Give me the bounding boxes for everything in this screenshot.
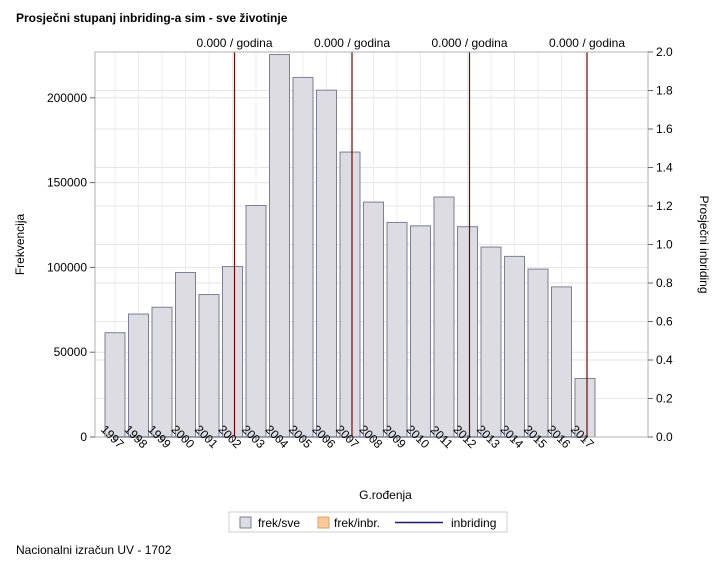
bar: [457, 226, 478, 438]
y2-tick-label: 0.0: [656, 430, 673, 444]
y2-tick-label: 0.8: [656, 276, 673, 290]
bar: [128, 313, 149, 438]
y2-tick-label: 1.0: [656, 238, 673, 252]
y2-tick-label: 1.2: [656, 199, 673, 213]
bar: [527, 268, 549, 438]
bar: [551, 286, 572, 438]
legend-swatch: [239, 516, 252, 529]
y2-tick-label: 0.2: [656, 392, 673, 406]
reference-line-label: 0.000 / godina: [431, 36, 507, 50]
bar: [316, 89, 337, 438]
bar: [175, 271, 196, 438]
bar: [480, 246, 502, 438]
bar: [339, 151, 361, 438]
y2-tick-label: 1.4: [656, 161, 673, 175]
legend-label: frek/inbr.: [334, 516, 380, 530]
y2-tick-label: 0.4: [656, 353, 673, 367]
bar: [410, 225, 431, 438]
y-tick-label: 200000: [47, 91, 87, 105]
y-tick-label: 0: [80, 430, 87, 444]
legend-label: frek/sve: [258, 516, 300, 530]
y-axis-title: Frekvencija: [13, 214, 27, 276]
bar: [245, 204, 267, 438]
y-axis-right: 0.0 0.2 0.4 0.6 0.8 1.0 1.2 1.4 1.6 1.8 2.0: [648, 45, 673, 444]
y-axis-left: 0 50000 100000 150000 200000: [47, 91, 95, 444]
bar: [504, 255, 525, 438]
y-tick-label: 150000: [47, 176, 87, 190]
y-tick-label: 50000: [54, 345, 88, 359]
bar: [386, 221, 408, 438]
bar: [269, 54, 290, 438]
bar: [222, 266, 243, 438]
bar: [363, 201, 384, 438]
bar: [433, 196, 455, 438]
bar: [292, 76, 314, 438]
legend: frek/sve frek/inbr. inbriding: [228, 511, 508, 533]
reference-line-label: 0.000 / godina: [314, 36, 390, 50]
footer-note: Nacionalni izračun UV - 1702: [16, 543, 172, 557]
y2-tick-label: 1.8: [656, 84, 673, 98]
legend-swatch: [317, 516, 330, 529]
reference-lines: 0.000 / godina 0.000 / godina 0.000 / godi…: [196, 36, 625, 437]
reference-line-label: 0.000 / godina: [196, 36, 272, 50]
chart-title: Prosječni stupanj inbriding-a sim - sve …: [16, 11, 288, 25]
bar: [198, 294, 220, 438]
y-tick-label: 100000: [47, 260, 87, 274]
y2-tick-label: 0.6: [656, 315, 673, 329]
reference-line-label: 0.000 / godina: [549, 36, 625, 50]
y2-axis-title: Prosječni inbriding: [697, 195, 711, 293]
bar: [151, 306, 173, 438]
y2-tick-label: 1.6: [656, 122, 673, 136]
x-axis-title: G.rođenja: [359, 488, 412, 502]
y2-tick-label: 2.0: [656, 45, 673, 59]
legend-label: inbriding: [451, 516, 496, 530]
legend-frame: [228, 511, 508, 533]
